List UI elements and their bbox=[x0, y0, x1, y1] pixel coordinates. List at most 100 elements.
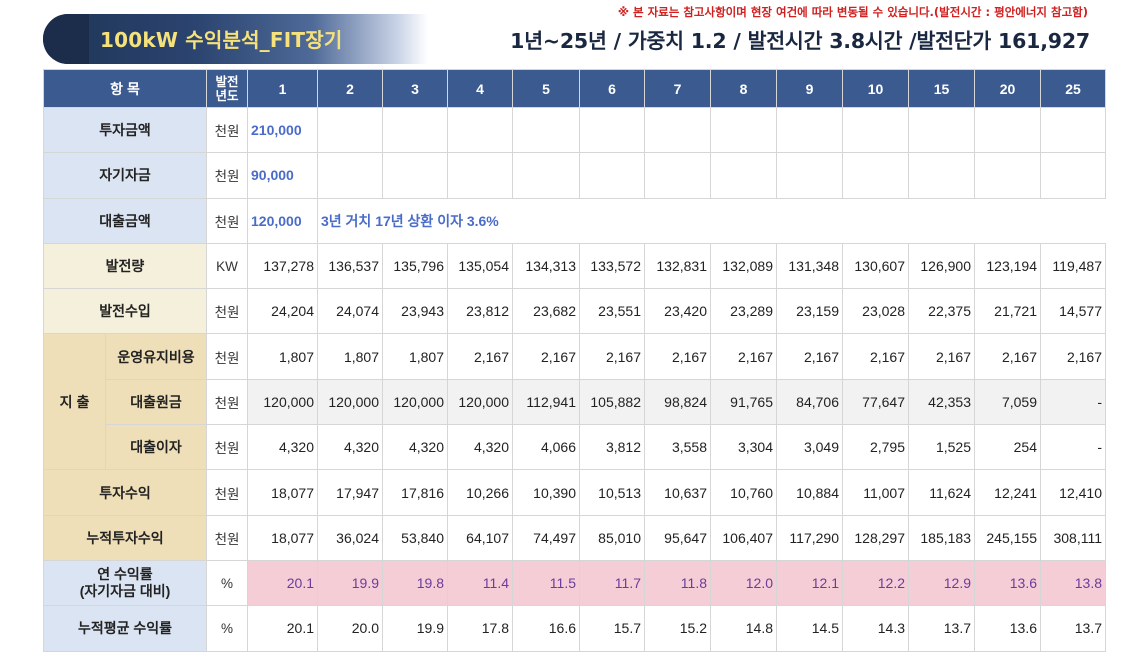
expense-group-label: 지 출 bbox=[43, 333, 106, 471]
profit-value-cell: 10,637 bbox=[644, 469, 711, 516]
interest-value-cell: 3,812 bbox=[579, 424, 645, 471]
year-header-cell: 15 bbox=[908, 69, 975, 108]
om-value-cell: 1,807 bbox=[382, 333, 448, 380]
revenue-label: 발전수입 bbox=[43, 288, 207, 335]
annual-yield-value-cell: 19.9 bbox=[317, 559, 383, 607]
om-value-cell: 2,167 bbox=[908, 333, 975, 380]
unit-cell: 천원 bbox=[206, 469, 248, 516]
om-value-cell: 2,167 bbox=[710, 333, 777, 380]
annual-yield-value-cell: 11.7 bbox=[579, 559, 645, 607]
header-item: 항 목 bbox=[43, 69, 207, 108]
generation-value-cell: 136,537 bbox=[317, 242, 383, 290]
om-value-cell: 2,167 bbox=[776, 333, 843, 380]
avg-yield-value-cell: 20.0 bbox=[317, 605, 383, 652]
interest-value-cell: 2,795 bbox=[842, 424, 909, 471]
page-title: 100kW 수익분석_FIT장기 bbox=[100, 28, 343, 52]
average-yield-label: 누적평균 수익률 bbox=[43, 605, 207, 652]
generation-value-cell: 119,487 bbox=[1040, 242, 1106, 290]
header-year: 발전 년도 bbox=[206, 69, 248, 108]
om-value-cell: 2,167 bbox=[842, 333, 909, 380]
unit-cell: 천원 bbox=[206, 152, 248, 199]
annual-yield-value-cell: 12.0 bbox=[710, 559, 777, 607]
annual-yield-value-cell: 12.2 bbox=[842, 559, 909, 607]
unit-cell: 천원 bbox=[206, 288, 248, 335]
interest-value-cell: 4,320 bbox=[447, 424, 513, 471]
generation-value-cell: 130,607 bbox=[842, 242, 909, 290]
revenue-value-cell: 23,028 bbox=[842, 288, 909, 335]
principal-value-cell: 120,000 bbox=[447, 378, 513, 426]
interest-value-cell: 4,320 bbox=[317, 424, 383, 471]
om-cost-label: 운영유지비용 bbox=[105, 333, 207, 380]
annual-yield-value-cell: 11.5 bbox=[512, 559, 580, 607]
generation-value-cell: 135,796 bbox=[382, 242, 448, 290]
principal-value-cell: 120,000 bbox=[247, 378, 318, 426]
loan-value: 120,000 bbox=[247, 197, 318, 244]
cum-profit-value-cell: 245,155 bbox=[974, 514, 1041, 561]
principal-value-cell: 120,000 bbox=[317, 378, 383, 426]
revenue-value-cell: 23,289 bbox=[710, 288, 777, 335]
unit-cell: 천원 bbox=[206, 424, 248, 471]
generation-value-cell: 126,900 bbox=[908, 242, 975, 290]
profit-value-cell: 18,077 bbox=[247, 469, 318, 516]
principal-value-cell: 112,941 bbox=[512, 378, 580, 426]
header-row: 항 목 발전 년도 1 2 3 4 5 6 7 8 9 10 15 20 25 bbox=[43, 69, 1106, 108]
profit-value-cell: 12,410 bbox=[1040, 469, 1106, 516]
profit-label: 투자수익 bbox=[43, 469, 207, 516]
loan-principal-label: 대출원금 bbox=[105, 378, 207, 426]
avg-yield-value-cell: 14.8 bbox=[710, 605, 777, 652]
equity-label: 자기자금 bbox=[43, 152, 207, 199]
year-header-cell: 8 bbox=[710, 69, 777, 108]
avg-yield-value-cell: 15.7 bbox=[579, 605, 645, 652]
principal-value-cell: 7,059 bbox=[974, 378, 1041, 426]
cum-profit-value-cell: 117,290 bbox=[776, 514, 843, 561]
revenue-value-cell: 23,812 bbox=[447, 288, 513, 335]
cumulative-profit-row: 누적투자수익 천원 18,077 36,024 53,840 64,107 74,497… bbox=[43, 514, 1106, 561]
profit-value-cell: 10,760 bbox=[710, 469, 777, 516]
profit-value-cell: 10,884 bbox=[776, 469, 843, 516]
cum-profit-value-cell: 95,647 bbox=[644, 514, 711, 561]
investment-label: 투자금액 bbox=[43, 106, 207, 154]
annual-yield-value-cell: 11.8 bbox=[644, 559, 711, 607]
annual-yield-value-cell: 11.4 bbox=[447, 559, 513, 607]
annual-yield-value-cell: 13.6 bbox=[974, 559, 1041, 607]
cum-profit-value-cell: 18,077 bbox=[247, 514, 318, 561]
profit-value-cell: 10,513 bbox=[579, 469, 645, 516]
interest-value-cell: 3,558 bbox=[644, 424, 711, 471]
generation-value-cell: 132,831 bbox=[644, 242, 711, 290]
revenue-value-cell: 23,943 bbox=[382, 288, 448, 335]
generation-value-cell: 133,572 bbox=[579, 242, 645, 290]
loan-label: 대출금액 bbox=[43, 197, 207, 244]
annual-yield-value-cell: 12.9 bbox=[908, 559, 975, 607]
annual-yield-value-cell: 12.1 bbox=[776, 559, 843, 607]
cumulative-profit-label: 누적투자수익 bbox=[43, 514, 207, 561]
revenue-row: 발전수입 천원 24,204 24,074 23,943 23,812 23,682 23… bbox=[43, 288, 1106, 335]
annual-yield-label: 연 수익률 (자기자금 대비) bbox=[43, 559, 207, 607]
annual-yield-value-cell: 13.8 bbox=[1040, 559, 1106, 607]
unit-cell: 천원 bbox=[206, 333, 248, 380]
interest-value-cell: 3,049 bbox=[776, 424, 843, 471]
annual-yield-value-cell: 20.1 bbox=[247, 559, 318, 607]
unit-cell: KW bbox=[206, 242, 248, 290]
page-subtitle: 1년~25년 / 가중치 1.2 / 발전시간 3.8시간 /발전단가 161,… bbox=[510, 29, 1090, 53]
year-header-cell: 9 bbox=[776, 69, 843, 108]
revenue-value-cell: 22,375 bbox=[908, 288, 975, 335]
interest-value-cell: - bbox=[1040, 424, 1106, 471]
generation-value-cell: 137,278 bbox=[247, 242, 318, 290]
avg-yield-value-cell: 15.2 bbox=[644, 605, 711, 652]
year-header-cell: 2 bbox=[317, 69, 383, 108]
year-header-cell: 7 bbox=[644, 69, 711, 108]
avg-yield-value-cell: 14.5 bbox=[776, 605, 843, 652]
cum-profit-value-cell: 308,111 bbox=[1040, 514, 1106, 561]
generation-value-cell: 131,348 bbox=[776, 242, 843, 290]
title-banner bbox=[43, 14, 428, 64]
profit-value-cell: 11,007 bbox=[842, 469, 909, 516]
interest-value-cell: 4,066 bbox=[512, 424, 580, 471]
avg-yield-value-cell: 19.9 bbox=[382, 605, 448, 652]
loan-principal-row: 대출원금 천원 120,000 120,000 120,000 120,000 112,… bbox=[44, 378, 1106, 426]
principal-value-cell: 91,765 bbox=[710, 378, 777, 426]
revenue-value-cell: 14,577 bbox=[1040, 288, 1106, 335]
om-value-cell: 2,167 bbox=[1040, 333, 1106, 380]
header-year-line2: 년도 bbox=[215, 88, 239, 103]
avg-yield-value-cell: 17.8 bbox=[447, 605, 513, 652]
year-header-cell: 25 bbox=[1040, 69, 1106, 108]
